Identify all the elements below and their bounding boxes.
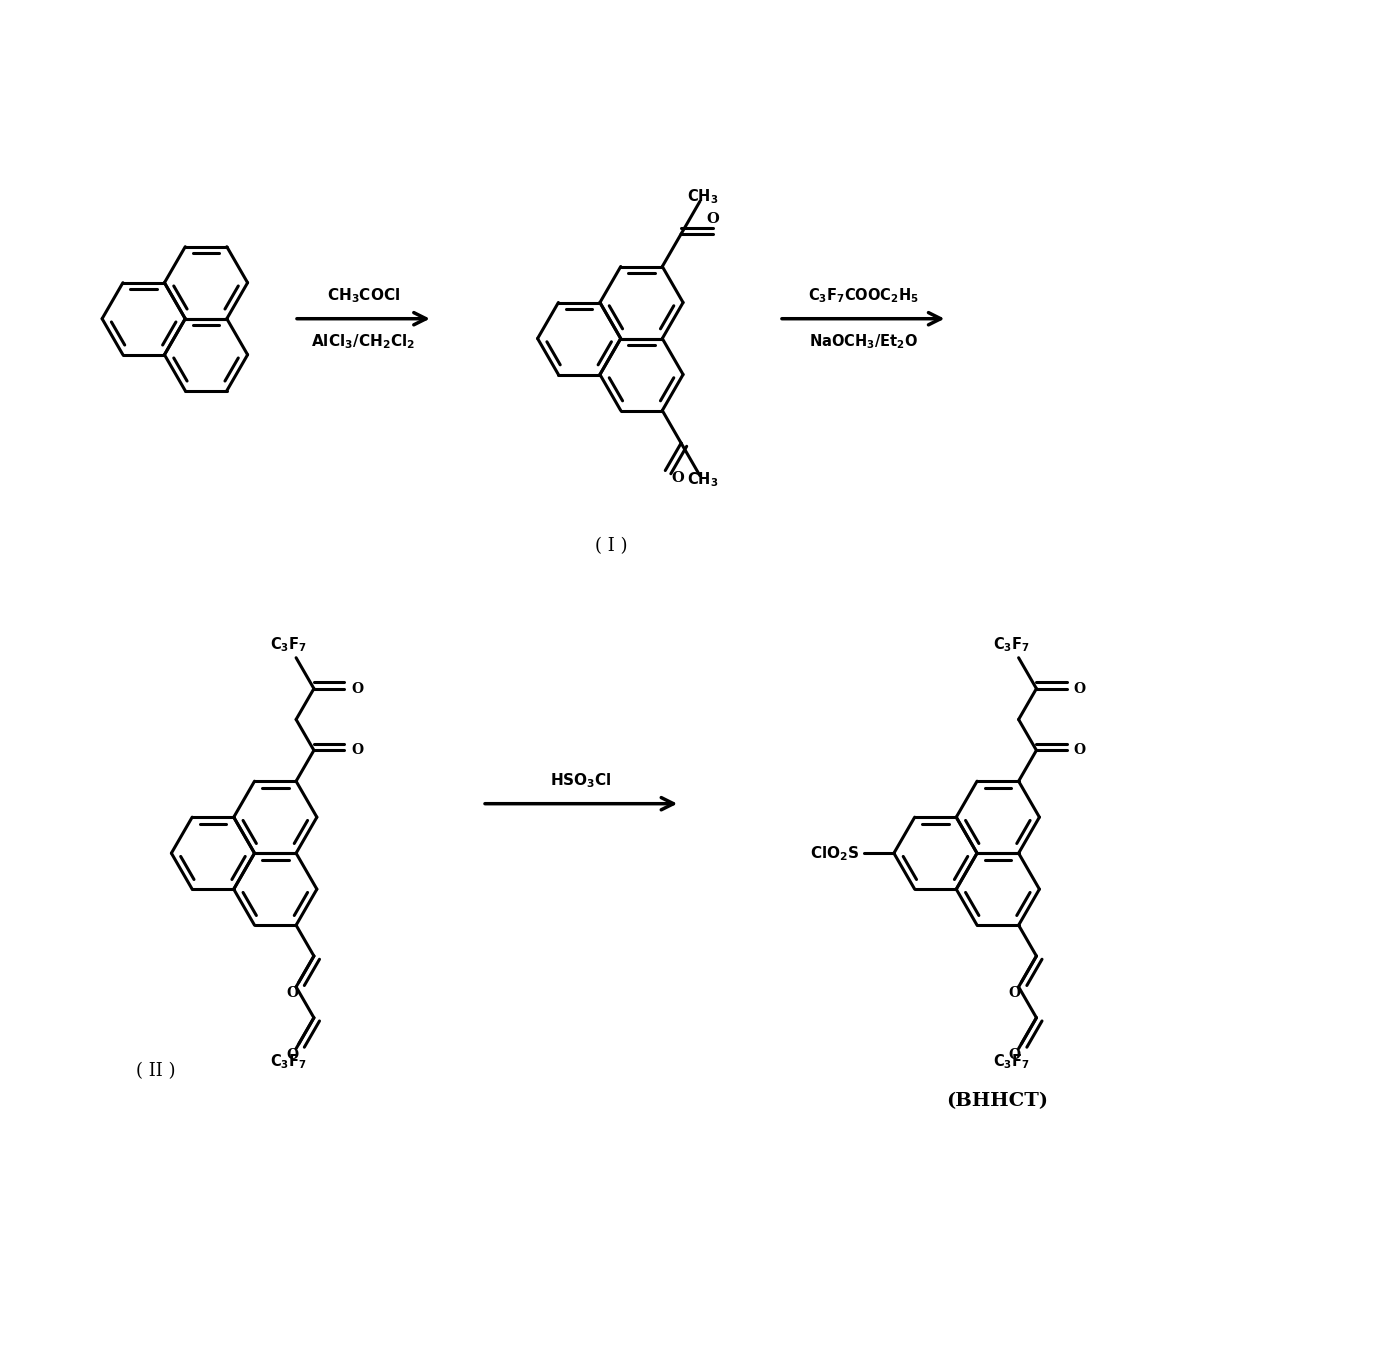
Text: $\mathbf{C_3F_7COOC_2H_5}$: $\mathbf{C_3F_7COOC_2H_5}$ xyxy=(808,286,918,305)
Text: $\mathbf{AlCl_3/CH_2Cl_2}$: $\mathbf{AlCl_3/CH_2Cl_2}$ xyxy=(311,332,415,351)
Text: O: O xyxy=(1073,682,1086,695)
Text: $\mathbf{C_3F_7}$: $\mathbf{C_3F_7}$ xyxy=(993,635,1029,654)
Text: $\mathbf{CH_3COCl}$: $\mathbf{CH_3COCl}$ xyxy=(326,286,400,305)
Text: O: O xyxy=(286,986,299,1000)
Text: O: O xyxy=(672,472,685,485)
Text: O: O xyxy=(707,213,719,226)
Text: $\mathbf{CH_3}$: $\mathbf{CH_3}$ xyxy=(687,470,718,489)
Text: $\mathbf{C_3F_7}$: $\mathbf{C_3F_7}$ xyxy=(270,1051,307,1070)
Text: $\mathbf{ClO_2S}$: $\mathbf{ClO_2S}$ xyxy=(810,844,859,863)
Text: (BHHCT): (BHHCT) xyxy=(946,1092,1048,1110)
Text: O: O xyxy=(351,682,364,695)
Text: O: O xyxy=(351,744,364,757)
Text: $\mathbf{CH_3}$: $\mathbf{CH_3}$ xyxy=(687,188,718,206)
Text: $\mathbf{HSO_3Cl}$: $\mathbf{HSO_3Cl}$ xyxy=(550,771,613,790)
Text: ( II ): ( II ) xyxy=(136,1062,176,1080)
Text: O: O xyxy=(286,1049,299,1062)
Text: O: O xyxy=(1008,1049,1021,1062)
Text: $\mathbf{NaOCH_3/Et_2O}$: $\mathbf{NaOCH_3/Et_2O}$ xyxy=(809,332,918,351)
Text: O: O xyxy=(1073,744,1086,757)
Text: $\mathbf{C_3F_7}$: $\mathbf{C_3F_7}$ xyxy=(270,635,307,654)
Text: O: O xyxy=(1008,986,1021,1000)
Text: $\mathbf{C_3F_7}$: $\mathbf{C_3F_7}$ xyxy=(993,1051,1029,1070)
Text: ( I ): ( I ) xyxy=(595,538,626,556)
